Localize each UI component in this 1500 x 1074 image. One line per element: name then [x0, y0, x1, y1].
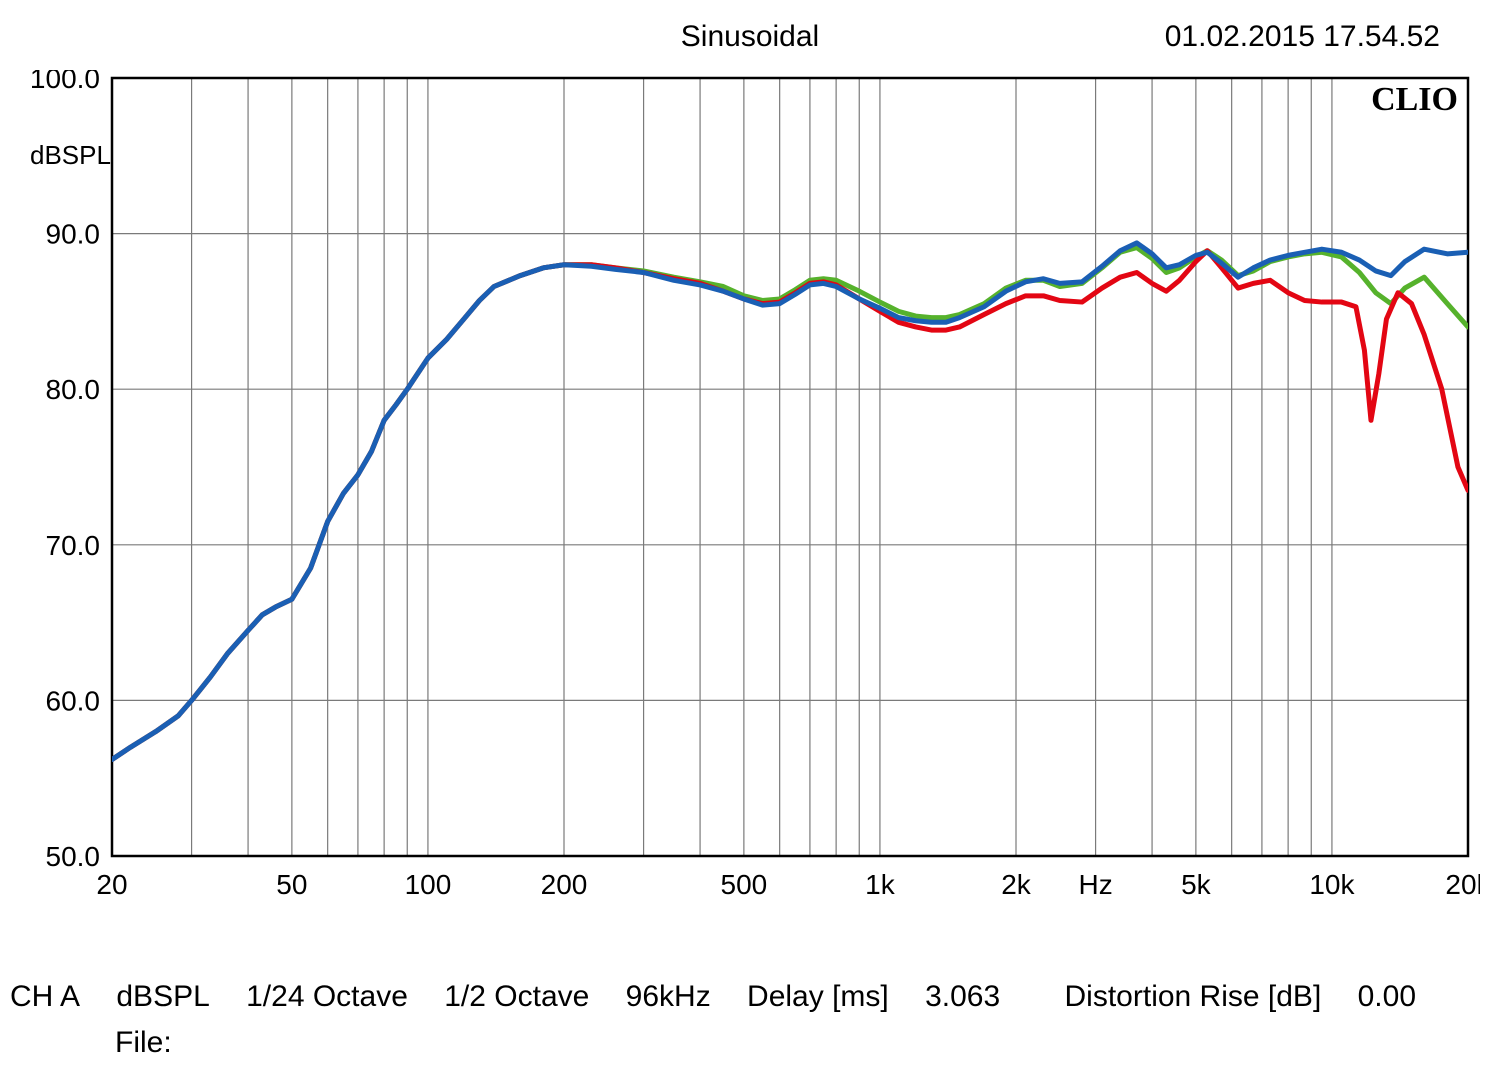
y-axis-label: dBSPL [30, 140, 111, 170]
delay-block: Delay [ms] 3.063 [747, 980, 1036, 1013]
y-tick-label: 90.0 [46, 219, 101, 250]
frequency-response-chart: 50.0 60.0 70.0 80.0 90.0 100.0 dBSPL 20 50 100 200… [20, 70, 1480, 914]
delay-value: 3.063 [925, 980, 1000, 1013]
chart-title: Sinusoidal [681, 20, 819, 54]
y-tick-label: 80.0 [46, 374, 101, 405]
x-tick-label: 20k [1445, 869, 1480, 900]
x-tick-label: 50 [276, 869, 307, 900]
header: Sinusoidal 01.02.2015 17.54.52 [0, 20, 1500, 60]
x-axis-unit-label: Hz [1078, 869, 1112, 900]
x-tick-label: 5k [1181, 869, 1212, 900]
brand-label: CLIO [1371, 81, 1458, 118]
chart-area: 50.0 60.0 70.0 80.0 90.0 100.0 dBSPL 20 50 100 200… [20, 70, 1480, 914]
x-tick-label: 500 [721, 869, 768, 900]
delay-label: Delay [ms] [747, 980, 889, 1013]
x-tick-label: 2k [1001, 869, 1032, 900]
x-tick-label: 100 [405, 869, 452, 900]
distortion-value: 0.00 [1358, 980, 1416, 1013]
x-tick-label: 1k [865, 869, 896, 900]
file-line: File: [115, 1026, 172, 1060]
unit-label: dBSPL [116, 980, 209, 1013]
x-tick-label: 20 [96, 869, 127, 900]
y-tick-label: 50.0 [46, 841, 101, 872]
y-tick-label: 100.0 [30, 70, 100, 94]
y-tick-label: 70.0 [46, 530, 101, 561]
distortion-label: Distortion Rise [dB] [1065, 980, 1322, 1013]
x-tick-label: 200 [541, 869, 588, 900]
y-tick-label: 60.0 [46, 685, 101, 716]
smoothing1-label: 1/24 Octave [246, 980, 408, 1013]
channel-label: CH A [10, 980, 80, 1013]
timestamp: 01.02.2015 17.54.52 [1165, 20, 1440, 54]
smoothing2-label: 1/2 Octave [444, 980, 589, 1013]
distortion-block: Distortion Rise [dB] 0.00 [1065, 980, 1445, 1013]
samplerate-label: 96kHz [626, 980, 711, 1013]
chart-container: Sinusoidal 01.02.2015 17.54.52 50.0 60.0 7… [0, 0, 1500, 1074]
file-label: File: [115, 1026, 172, 1059]
x-tick-label: 10k [1309, 869, 1355, 900]
footer-info-line: CH A dBSPL 1/24 Octave 1/2 Octave 96kHz … [10, 980, 1490, 1014]
